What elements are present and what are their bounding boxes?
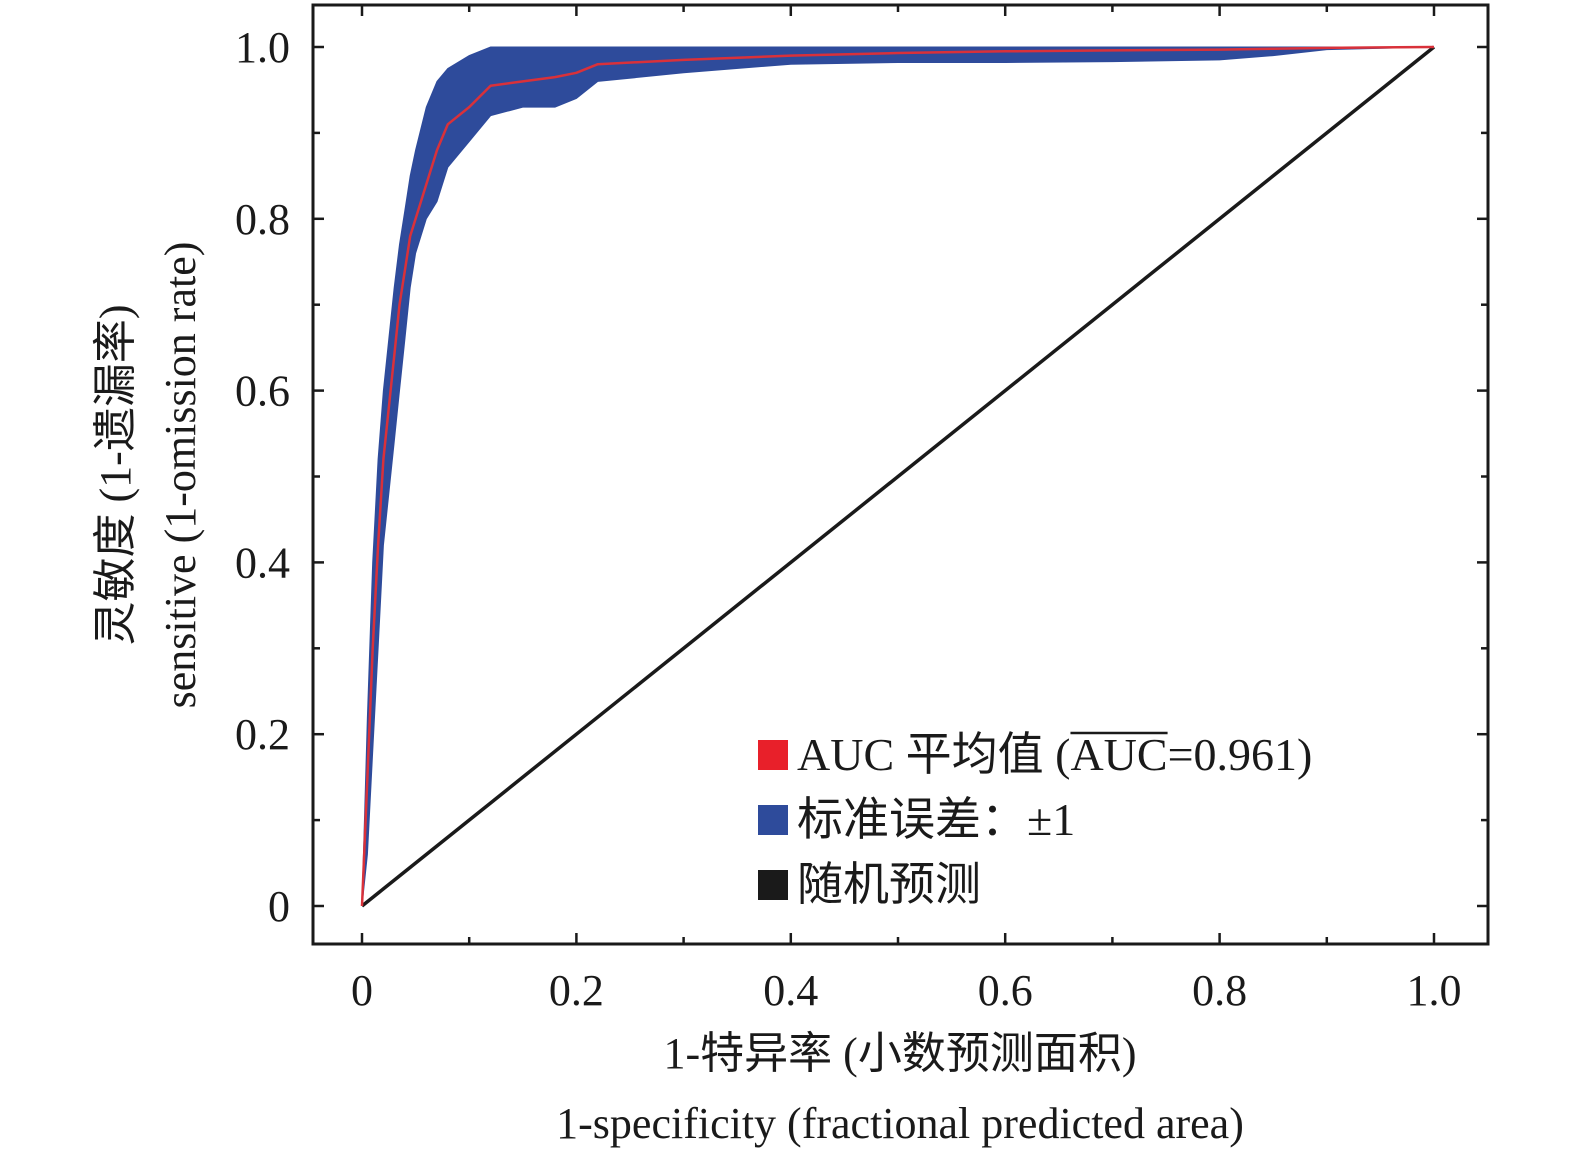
y-axis-title-cn: 灵敏度 (1-遗漏率): [91, 305, 140, 646]
x-tick-label: 0.4: [763, 966, 818, 1015]
series-lines-group: [360, 45, 1436, 908]
y-tick-label: 0: [268, 882, 290, 931]
legend: AUC 平均值 (AUC=0.961) 标准误差：±1 随机预测: [758, 729, 1312, 910]
x-tick-label: 0.2: [549, 966, 604, 1015]
plot-frame: [311, 3, 1490, 946]
x-axis-title-cn: 1-特异率 (小数预测面积): [664, 1029, 1137, 1078]
x-axis-title-en: 1-specificity (fractional predicted area…: [556, 1099, 1244, 1148]
y-tick-label: 0.6: [235, 367, 290, 416]
x-tick-label: 1.0: [1407, 966, 1462, 1015]
tick-labels-group: 0 0.2 0.4 0.6 0.8 1.0 0 0.2 0.4 0.6 0.8 1.0: [235, 23, 1462, 1015]
legend-label-random: 随机预测: [797, 859, 981, 910]
legend-label-stderr: 标准误差：±1: [797, 794, 1075, 845]
legend-auc-overline-text: AUC: [1070, 729, 1167, 780]
x-tick-label: 0.8: [1192, 966, 1247, 1015]
ticks-group: [313, 5, 1488, 944]
legend-swatch-random: [758, 870, 788, 900]
y-axis-title-en: sensitive (1-omission rate): [156, 242, 205, 709]
x-tick-label: 0: [351, 966, 373, 1015]
y-tick-label: 0.2: [235, 710, 290, 759]
legend-swatch-mean: [758, 740, 788, 770]
legend-label-mean: AUC 平均值 (AUC=0.961): [797, 729, 1312, 780]
random-prediction-line: [360, 45, 1436, 908]
legend-swatch-stderr: [758, 805, 788, 835]
mean-auc-line: [360, 45, 1435, 907]
x-tick-label: 0.6: [978, 966, 1033, 1015]
y-tick-label: 0.4: [235, 538, 290, 587]
y-tick-label: 1.0: [235, 23, 290, 72]
y-tick-label: 0.8: [235, 195, 290, 244]
